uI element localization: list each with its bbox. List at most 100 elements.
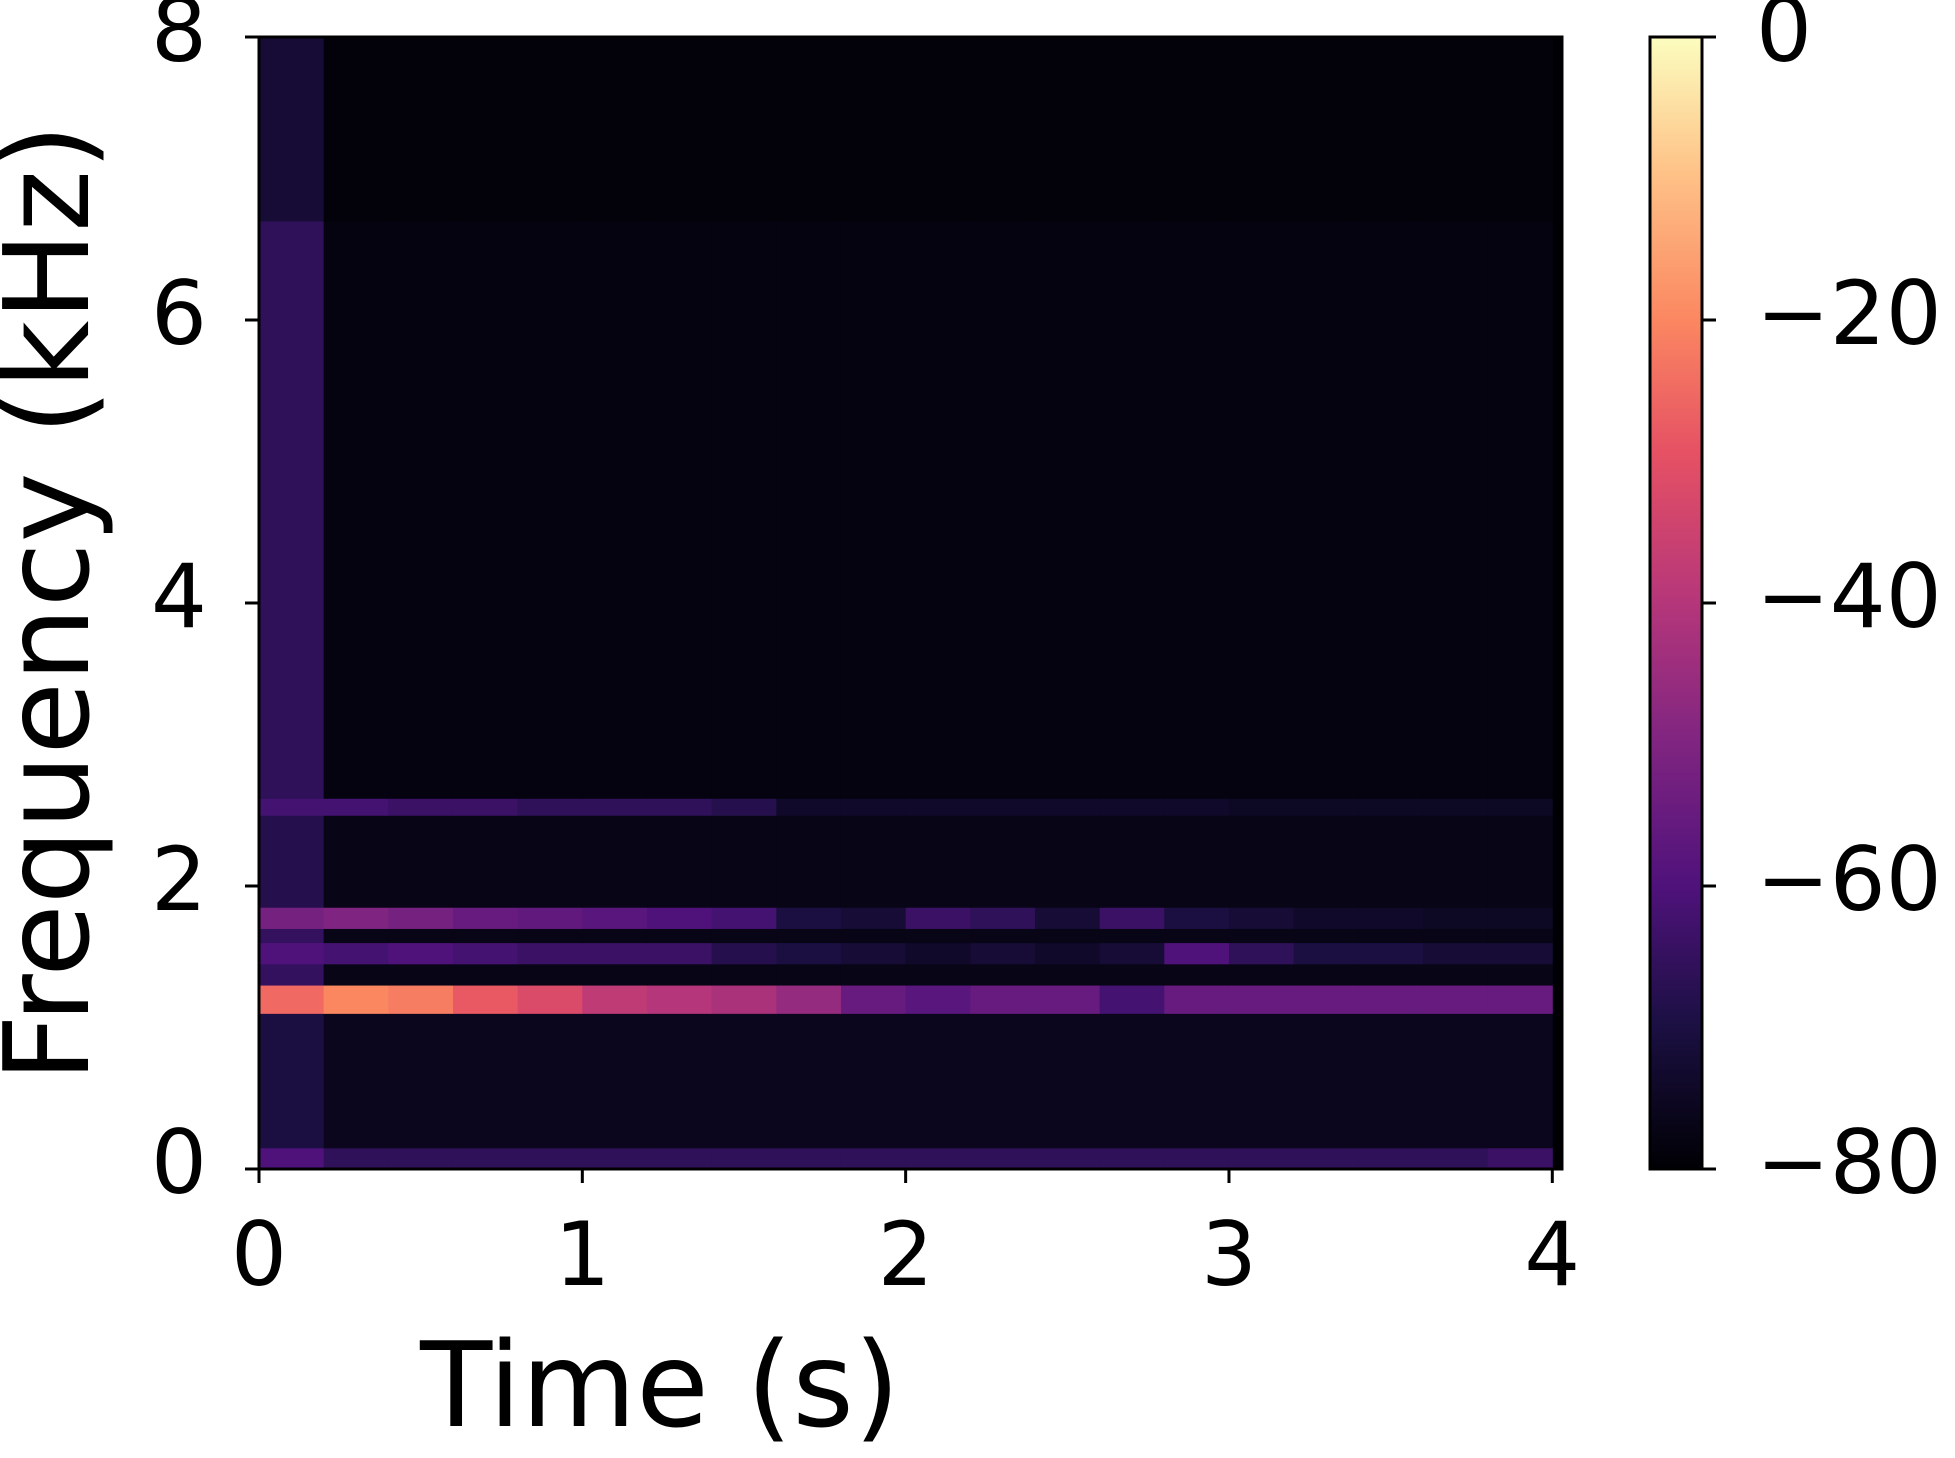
cell [1034, 985, 1101, 1014]
cell [840, 942, 907, 965]
cell [323, 928, 389, 944]
cell [1034, 37, 1101, 222]
x-axis-label: Time (s) [419, 1316, 900, 1454]
cell [1358, 37, 1424, 222]
cell [970, 37, 1036, 222]
cell [582, 1147, 648, 1170]
cell [840, 37, 907, 222]
cell [905, 1013, 971, 1149]
cell [905, 985, 971, 1014]
cell [1293, 985, 1359, 1014]
cell [259, 1013, 325, 1149]
cell [1487, 985, 1553, 1014]
cell [1422, 985, 1489, 1014]
cell [1422, 798, 1489, 816]
cell [1164, 1013, 1230, 1149]
cell [970, 220, 1036, 799]
cell [1164, 37, 1230, 222]
cell [388, 963, 454, 986]
cell [582, 1013, 648, 1149]
cell [452, 1147, 519, 1170]
cell [582, 798, 648, 816]
cell [711, 1147, 777, 1170]
cell [517, 928, 583, 944]
cell [711, 798, 777, 816]
cell [582, 220, 648, 799]
cell [582, 942, 648, 965]
cell [1358, 1147, 1424, 1170]
cell [970, 985, 1036, 1014]
cell [1099, 798, 1165, 816]
cell [1228, 907, 1295, 929]
cell [1422, 1013, 1489, 1149]
cell [1293, 942, 1359, 965]
x-tick-label: 1 [554, 1203, 610, 1306]
cell [1228, 942, 1295, 965]
cell [905, 942, 971, 965]
cell [1034, 1147, 1101, 1170]
cell [323, 942, 389, 965]
cell [970, 798, 1036, 816]
cell [711, 985, 777, 1014]
cell [1358, 815, 1424, 908]
cell [776, 798, 842, 816]
cell [323, 815, 389, 908]
x-tick-label: 2 [878, 1203, 934, 1306]
cell [323, 963, 389, 986]
cell [776, 220, 842, 799]
cell [1487, 798, 1553, 816]
cell [970, 963, 1036, 986]
cell [1293, 963, 1359, 986]
colorbar-tick-label: −40 [1756, 545, 1942, 648]
colorbar-tick-label: −80 [1756, 1111, 1942, 1214]
cell [1034, 963, 1101, 986]
cell [646, 1147, 713, 1170]
cell [388, 1013, 454, 1149]
cell [1293, 1147, 1359, 1170]
cell [646, 798, 713, 816]
cell [323, 37, 389, 222]
cell [1099, 963, 1165, 986]
cell [1487, 815, 1553, 908]
cell [776, 963, 842, 986]
cell [1487, 928, 1553, 944]
cell [646, 907, 713, 929]
cell [776, 37, 842, 222]
cell [1034, 220, 1101, 799]
cell [517, 985, 583, 1014]
cell [1487, 1147, 1553, 1170]
cell [259, 928, 325, 944]
cell [388, 907, 454, 929]
cell [1164, 815, 1230, 908]
cell [711, 815, 777, 908]
cell [1164, 963, 1230, 986]
cell [646, 220, 713, 799]
y-tick-label: 4 [151, 545, 207, 648]
cell [1293, 1013, 1359, 1149]
cell [1487, 37, 1553, 222]
cell [582, 815, 648, 908]
cell [1164, 928, 1230, 944]
cell [1358, 798, 1424, 816]
cell [1487, 963, 1553, 986]
cell [646, 37, 713, 222]
cell [905, 963, 971, 986]
cell [517, 220, 583, 799]
cell [1228, 963, 1295, 986]
cell [517, 963, 583, 986]
cell [323, 907, 389, 929]
cell [840, 815, 907, 908]
cell [1228, 985, 1295, 1014]
cell [517, 1013, 583, 1149]
cell [452, 985, 519, 1014]
cell [711, 963, 777, 986]
cell [452, 815, 519, 908]
cell [1487, 1013, 1553, 1149]
cell [711, 928, 777, 944]
cell [840, 907, 907, 929]
cell [582, 907, 648, 929]
cell [840, 798, 907, 816]
cell [323, 1013, 389, 1149]
cell [323, 1147, 389, 1170]
cell [905, 815, 971, 908]
